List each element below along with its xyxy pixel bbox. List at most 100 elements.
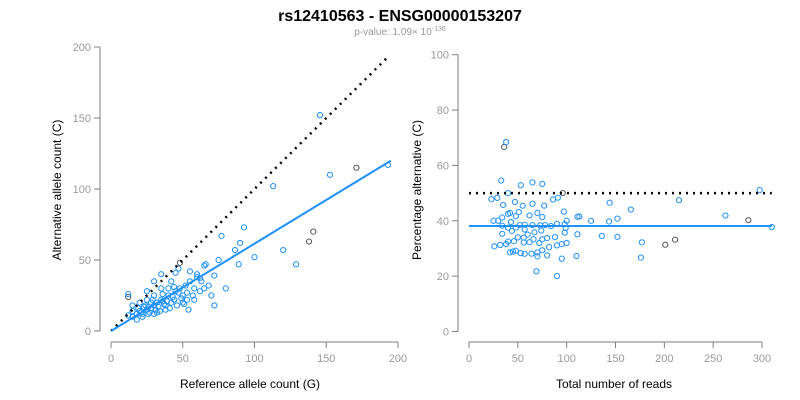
right-y-tick-label: 80 — [437, 105, 449, 117]
right-point — [576, 213, 583, 220]
right-point — [561, 229, 568, 236]
right-point — [503, 139, 510, 146]
left-xlabel: Reference allele count (G) — [180, 377, 320, 391]
right-point — [558, 255, 565, 262]
right-y-tick-label: 20 — [437, 271, 449, 283]
right-point — [545, 244, 553, 251]
right-point — [519, 202, 526, 209]
right-point — [722, 212, 729, 219]
left-point — [316, 112, 324, 119]
right-point — [553, 242, 561, 249]
left-point — [125, 290, 132, 298]
right-point — [539, 247, 546, 254]
right-point — [499, 230, 506, 237]
left-point — [194, 271, 201, 278]
right-point — [514, 234, 521, 241]
right-point — [533, 268, 540, 275]
right-x-tick-label: 100 — [557, 353, 575, 365]
right-y-tick-label: 40 — [437, 216, 449, 228]
right-point — [542, 221, 549, 229]
left-point — [173, 302, 181, 309]
left-point — [150, 278, 158, 285]
right-point — [539, 213, 546, 221]
chart-subtitle: p-value: 1.09× 10-136 — [354, 26, 446, 38]
left-point — [146, 309, 153, 316]
right-point — [675, 197, 683, 204]
right-point — [530, 236, 537, 243]
right-point — [605, 218, 613, 225]
left-point — [183, 296, 191, 303]
left-point — [270, 183, 277, 190]
left-point — [198, 278, 205, 285]
right-point — [544, 252, 551, 259]
left-point — [158, 285, 165, 292]
left-point — [240, 224, 248, 231]
right-point — [488, 196, 495, 203]
left-point — [165, 285, 172, 292]
left-point — [218, 232, 225, 239]
left-point — [251, 254, 258, 261]
right-point — [614, 215, 621, 222]
left-point — [205, 282, 212, 289]
left-point — [166, 305, 173, 312]
right-point — [671, 236, 679, 243]
left-point — [196, 288, 204, 295]
right-point — [529, 221, 536, 229]
left-point — [125, 293, 132, 301]
right-point — [614, 233, 621, 240]
pvalue-exponent: -136 — [432, 26, 446, 33]
left-point — [129, 308, 136, 315]
left-point — [140, 303, 148, 310]
left-point — [280, 246, 287, 254]
left-point — [211, 272, 218, 279]
right-point — [541, 202, 548, 209]
left-y-tick-label: 50 — [79, 255, 91, 267]
left-point — [191, 285, 198, 292]
right-point — [539, 180, 546, 187]
right-point — [536, 239, 543, 247]
right-point — [637, 254, 644, 261]
left-point — [133, 316, 140, 323]
left-point — [326, 171, 334, 178]
right-point — [662, 241, 669, 248]
right-point — [528, 250, 535, 257]
left-ylabel: Alternative allele count (C) — [50, 120, 64, 261]
right-point — [494, 194, 501, 201]
right-point — [551, 234, 559, 241]
left-point — [175, 265, 182, 272]
right-point — [534, 249, 541, 256]
right-x-tick-label: 200 — [655, 353, 673, 365]
right-point — [538, 227, 545, 234]
right-point — [553, 273, 561, 280]
right-point — [756, 187, 763, 194]
right-point — [504, 210, 512, 217]
left-point — [235, 261, 242, 268]
left-point — [172, 269, 179, 276]
right-xlabel: Total number of reads — [556, 377, 672, 391]
left-point — [159, 290, 166, 298]
left-point — [305, 238, 313, 245]
right-point — [587, 217, 595, 224]
right-point — [549, 196, 557, 203]
left-point — [143, 288, 150, 295]
left-point — [145, 310, 152, 318]
right-point — [500, 201, 507, 209]
right-point — [521, 250, 528, 257]
right-x-tick-label: 150 — [606, 353, 624, 365]
right-point — [509, 248, 517, 255]
left-point — [178, 295, 185, 302]
left-point — [168, 278, 175, 285]
right-point — [520, 239, 527, 246]
left-x-tick-label: 200 — [389, 353, 407, 365]
right-point — [504, 238, 512, 245]
left-point — [182, 282, 189, 289]
right-point — [524, 231, 531, 238]
left-point — [293, 261, 300, 268]
right-point — [574, 231, 581, 238]
right-point — [745, 217, 752, 224]
left-reference-line — [110, 56, 389, 332]
left-point — [208, 292, 215, 299]
left-point — [176, 259, 183, 266]
right-x-tick-label: 300 — [753, 353, 771, 365]
